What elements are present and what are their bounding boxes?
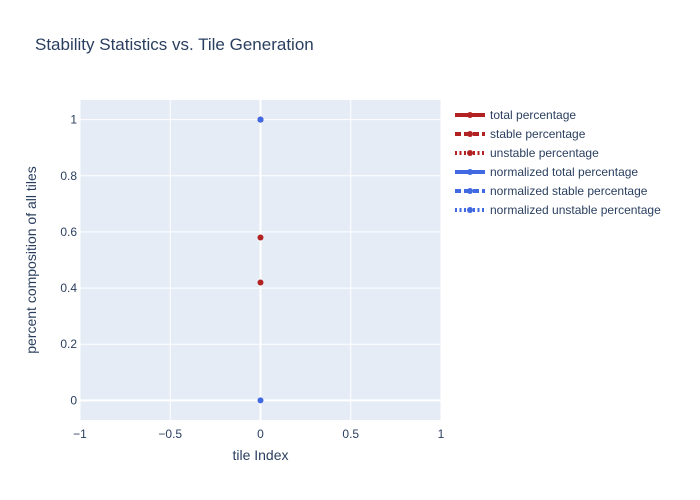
y-tick-label: 1 (70, 113, 77, 127)
legend-item[interactable]: total percentage (455, 108, 576, 122)
y-tick-label: 0.8 (60, 169, 77, 183)
legend-swatch-marker (467, 112, 473, 118)
legend-swatch-marker (467, 150, 473, 156)
y-axis-title: percent composition of all tiles (23, 166, 39, 354)
legend-label: normalized stable percentage (490, 184, 648, 198)
x-tick-label: 0 (257, 427, 264, 441)
legend-label: stable percentage (490, 127, 586, 141)
y-tick-label: 0.4 (60, 281, 77, 295)
legend-label: normalized total percentage (490, 165, 638, 179)
y-tick-label: 0.2 (60, 337, 77, 351)
x-tick-label: −0.5 (158, 427, 182, 441)
legend[interactable]: total percentage stable percentage unstabl… (455, 108, 661, 217)
legend-swatch-marker (467, 131, 473, 137)
x-tick-label: −1 (73, 427, 87, 441)
legend-swatch-marker (467, 188, 473, 194)
legend-label: unstable percentage (490, 146, 599, 160)
legend-label: normalized unstable percentage (490, 203, 661, 217)
data-point[interactable] (257, 116, 264, 123)
data-point[interactable] (257, 234, 264, 241)
data-point[interactable] (257, 397, 264, 404)
y-tick-label: 0 (70, 393, 77, 407)
x-axis-ticks: −1 −0.5 0 0.5 1 (73, 427, 445, 441)
chart-title: Stability Statistics vs. Tile Generation (35, 35, 314, 54)
legend-label: total percentage (490, 108, 576, 122)
x-axis-title: tile Index (232, 447, 288, 463)
legend-item[interactable]: unstable percentage (455, 146, 599, 160)
legend-item[interactable]: normalized unstable percentage (455, 203, 661, 217)
legend-item[interactable]: normalized stable percentage (455, 184, 648, 198)
data-markers (257, 116, 264, 404)
y-axis-ticks: 0 0.2 0.4 0.6 0.8 1 (60, 113, 77, 408)
x-tick-label: 0.5 (342, 427, 359, 441)
data-point[interactable] (257, 279, 264, 286)
legend-swatch-marker (467, 169, 473, 175)
legend-item[interactable]: stable percentage (455, 127, 586, 141)
legend-item[interactable]: normalized total percentage (455, 165, 638, 179)
legend-swatch-marker (467, 207, 473, 213)
y-tick-label: 0.6 (60, 225, 77, 239)
x-tick-label: 1 (438, 427, 445, 441)
